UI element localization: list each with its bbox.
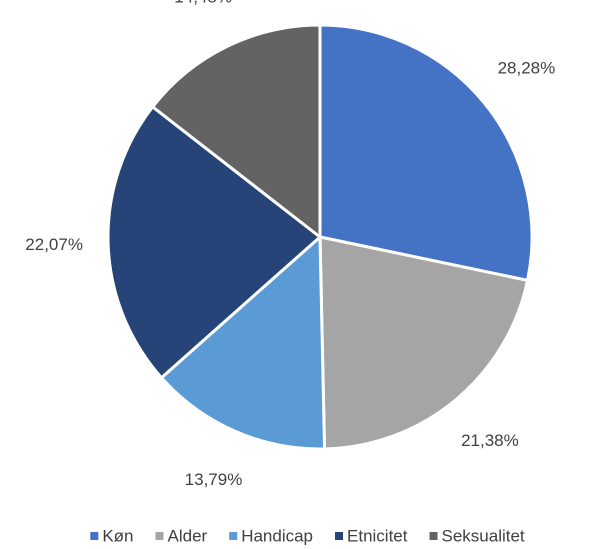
- pie-slice: [318, 235, 530, 451]
- legend-label: Etnicitet: [347, 526, 408, 545]
- legend-label: Seksualitet: [442, 526, 525, 545]
- legend-label: Handicap: [241, 526, 313, 545]
- pie-slice: [318, 23, 534, 282]
- data-label: 13,79%: [185, 470, 243, 489]
- legend-marker: [90, 532, 99, 540]
- legend-marker: [335, 532, 344, 540]
- data-label: 22,07%: [25, 235, 83, 254]
- data-label: 21,38%: [461, 431, 519, 450]
- legend-marker: [155, 532, 164, 540]
- legend-marker: [429, 532, 438, 540]
- data-label: 28,28%: [498, 59, 556, 78]
- legend-marker: [229, 532, 238, 540]
- legend-label: Køn: [102, 526, 133, 545]
- legend-label: Alder: [168, 526, 208, 545]
- data-label: 14,48%: [174, 0, 232, 7]
- pie-slice: [106, 105, 322, 380]
- pie-slice: [159, 235, 327, 451]
- pie-slice: [151, 23, 322, 239]
